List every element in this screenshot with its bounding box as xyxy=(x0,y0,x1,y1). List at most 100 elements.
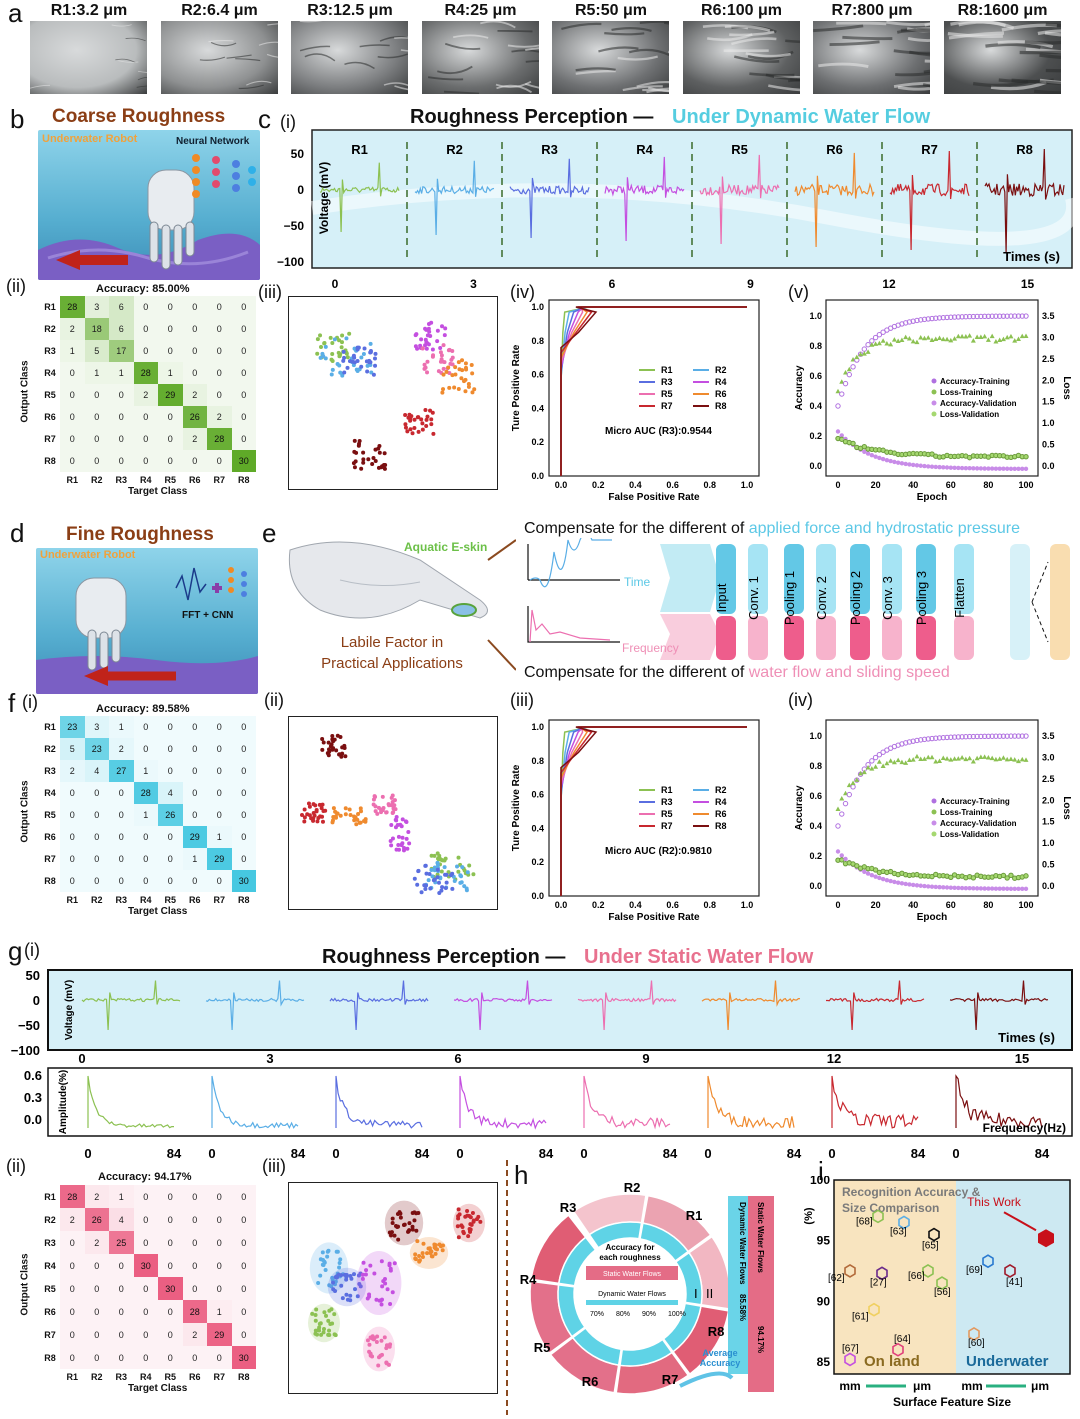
loss-train-point xyxy=(891,337,897,342)
tsne-point xyxy=(382,451,387,456)
acc-val-point xyxy=(1001,886,1006,891)
ring-pct: 100% xyxy=(668,1311,686,1318)
acc-val-point xyxy=(978,886,984,891)
tsne-point xyxy=(376,805,381,810)
conf-cell: 28 xyxy=(182,1300,207,1323)
conf-corner xyxy=(40,472,60,488)
conf-row-label: R1 xyxy=(44,302,56,312)
train-y2tick: 0.0 xyxy=(1042,461,1055,471)
conf-cell: 26 xyxy=(182,406,207,428)
loss-train-point xyxy=(899,759,905,765)
roc-legend-label: R3 xyxy=(661,377,673,387)
tsne-g-box xyxy=(288,1182,498,1394)
b-ii-label: (ii) xyxy=(6,276,26,296)
tsne-point xyxy=(447,347,452,352)
tsne-point xyxy=(423,343,428,348)
tsne-point xyxy=(431,353,436,358)
compensate-top: Compensate for the different of applied … xyxy=(524,520,1020,538)
conf-cell: 6 xyxy=(109,318,134,340)
tsne-point xyxy=(379,465,384,470)
conf-cell: 0 xyxy=(60,1300,85,1323)
tsne-point xyxy=(442,865,447,870)
cnn-layer-label: Conv. 1 xyxy=(746,576,761,620)
tsne-point xyxy=(425,370,430,375)
tsne-point xyxy=(326,753,331,758)
tsne-point xyxy=(368,341,373,346)
conf-col-label: R8 xyxy=(237,1372,250,1382)
conf-row-label: R6 xyxy=(44,1306,56,1317)
fft-text: FFT xyxy=(182,610,201,621)
plus-text: + xyxy=(203,610,209,621)
ref-label: [65] xyxy=(922,1241,939,1252)
acc-val-point xyxy=(899,881,905,886)
ring-pct: 80% xyxy=(616,1311,630,1318)
i-um-2: μm xyxy=(1031,1379,1049,1393)
loss-train-point xyxy=(997,756,1003,761)
c-v-label: (v) xyxy=(788,282,809,302)
static-time-label: Times (s) xyxy=(998,1030,1055,1045)
tsne-point xyxy=(467,863,472,868)
acc-train-point xyxy=(966,313,973,320)
ring-label: R6 xyxy=(582,1374,599,1389)
tsne-point xyxy=(415,1239,420,1244)
eskin-hand-illustration xyxy=(288,539,516,671)
conf-xlabel: Target Class xyxy=(128,486,188,497)
acc-val-point xyxy=(959,465,965,471)
conf-cell: 2 xyxy=(84,1231,109,1254)
conf-cell: 0 xyxy=(182,1277,207,1300)
fft-xlabel: Frequency(Hz) xyxy=(983,1121,1066,1135)
conf-cell: 0 xyxy=(109,1346,134,1369)
dynamic-voltage-chart: 50 0 −50 −100 Voltage (mV) R1 R2 R3 R4 R5 R6 R7 R8 Ti… xyxy=(277,129,1075,291)
acc-val-point xyxy=(911,882,916,888)
tsne-point xyxy=(388,839,393,844)
loss-train-point xyxy=(861,769,867,775)
fft-xtick: 84 xyxy=(291,1146,306,1161)
acc-train-point xyxy=(974,733,980,740)
dynamic-bar-label: Dynamic Water Flows xyxy=(738,1202,747,1285)
dyn-ylabel: Voltage (mV) xyxy=(317,162,331,234)
tsne-point xyxy=(320,1262,325,1267)
tsne-point xyxy=(338,813,343,818)
train-frame xyxy=(825,719,1039,897)
loss-train-point xyxy=(910,338,916,344)
tsne-point xyxy=(371,1337,376,1342)
conf-cell: 0 xyxy=(84,1346,109,1369)
tsne-point xyxy=(478,1219,483,1224)
tsne-point xyxy=(439,869,444,874)
loss-train-point xyxy=(1008,756,1014,762)
tsne-point xyxy=(358,806,363,811)
loss-train-point xyxy=(873,341,879,346)
conf-cell: 29 xyxy=(207,1323,232,1346)
sem-label-8: R8:1600 μm xyxy=(957,2,1048,19)
conf-cell: 1 xyxy=(207,826,232,848)
ring-pct: 90% xyxy=(642,1311,656,1318)
ref-label: [41] xyxy=(1006,1277,1023,1288)
roc-chart-f: 0.0 0.0 0.2 0.2 0.4 0.4 0.6 0.6 0.8 0.8 1.0 1.0 Ture… xyxy=(511,719,760,923)
train-ylabel: Accuracy xyxy=(794,785,805,830)
fft-xtick: 84 xyxy=(787,1146,802,1161)
tsne-point xyxy=(400,817,405,822)
tsne-point xyxy=(446,870,451,875)
tsne-point xyxy=(395,822,400,827)
loss-train-point xyxy=(858,770,864,776)
roc-ytick: 0.8 xyxy=(531,756,544,766)
loss-train-point xyxy=(963,333,969,339)
conf-cell: 0 xyxy=(158,716,183,738)
tsne-point xyxy=(412,417,417,422)
acc-val-point xyxy=(993,886,999,891)
f-iv-label: (iv) xyxy=(788,690,813,710)
roc-legend-label: R4 xyxy=(715,377,727,387)
tsne-cluster-R2 xyxy=(309,1242,349,1294)
loss-train-point xyxy=(940,755,946,760)
loss-train-point xyxy=(854,354,860,360)
train-ytick: 0.0 xyxy=(809,461,822,471)
conf-row-label: R2 xyxy=(44,744,56,754)
conf-cell: 0 xyxy=(231,760,256,782)
tsne-point xyxy=(377,450,382,455)
loss-train-point xyxy=(929,337,935,342)
tsne-point xyxy=(465,870,470,875)
conf-cell: 0 xyxy=(231,1277,256,1300)
loss-train-point xyxy=(955,333,961,339)
acc-val-point xyxy=(963,885,969,891)
tsne-point xyxy=(429,867,434,872)
